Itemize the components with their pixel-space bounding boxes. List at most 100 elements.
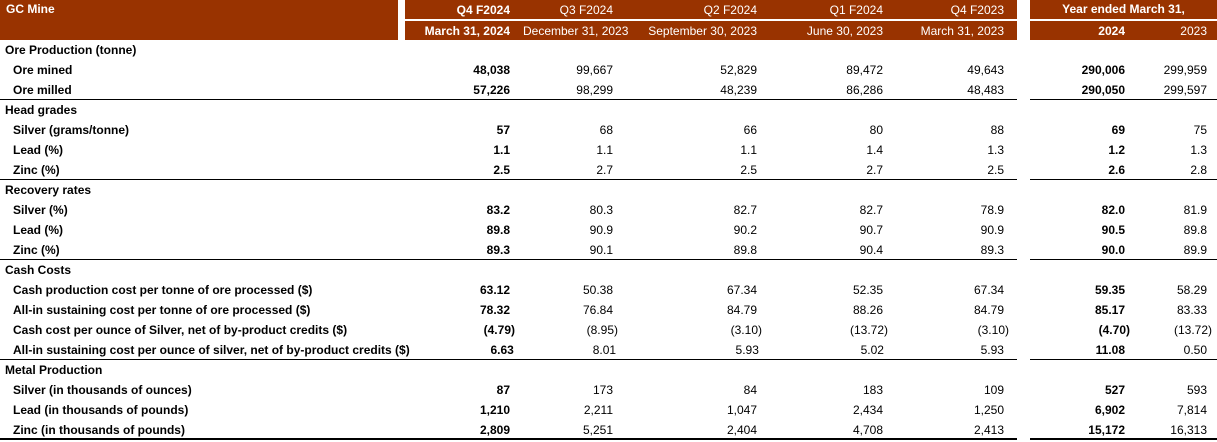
table-row: Lead (%) 1.1 1.1 1.1 1.4 1.3 1.2 1.3 bbox=[0, 140, 1217, 160]
year-cell: 90.0 bbox=[1101, 243, 1125, 257]
column-gap bbox=[1017, 220, 1030, 240]
column-gap bbox=[1017, 100, 1030, 120]
section-title: Ore Production (tonne) bbox=[5, 43, 137, 57]
column-gap bbox=[1017, 260, 1030, 280]
column-header-q1-f2024: Q1 F2024 bbox=[829, 2, 883, 17]
year-cell: 1.3 bbox=[1190, 143, 1207, 157]
year-cell: 89.8 bbox=[1183, 223, 1207, 237]
row-label: Silver (in thousands of ounces) bbox=[13, 383, 192, 397]
quarter-cell: 173 bbox=[592, 383, 613, 397]
table-row: Cash production cost per tonne of ore pr… bbox=[0, 280, 1217, 300]
year-cell: 85.17 bbox=[1094, 303, 1125, 317]
quarter-cell: 4,708 bbox=[852, 423, 883, 437]
column-date-march-31-2023: March 31, 2023 bbox=[920, 23, 1004, 38]
column-header-year-2023: 2023 bbox=[1180, 23, 1207, 38]
table-row: Ore milled 57,226 98,299 48,239 86,286 4… bbox=[0, 80, 1217, 100]
table-row: Lead (%) 89.8 90.9 90.2 90.7 90.9 90.5 8… bbox=[0, 220, 1217, 240]
quarter-cell: 2.5 bbox=[493, 163, 510, 177]
section-title: Metal Production bbox=[5, 363, 103, 377]
table-row: Lead (in thousands of pounds) 1,210 2,21… bbox=[0, 400, 1217, 420]
quarter-cell: 99,667 bbox=[576, 63, 613, 77]
quarter-cell: 2.5 bbox=[740, 163, 757, 177]
row-label: Cash production cost per tonne of ore pr… bbox=[13, 283, 313, 297]
quarter-cell: 90.1 bbox=[589, 243, 613, 257]
quarter-cell: 84 bbox=[743, 383, 757, 397]
year-cell: 299,597 bbox=[1163, 83, 1207, 97]
quarter-cell: 2,404 bbox=[726, 423, 757, 437]
quarter-cell: 5,251 bbox=[582, 423, 613, 437]
quarter-cell: 1,047 bbox=[726, 403, 757, 417]
row-label: Lead (%) bbox=[13, 143, 64, 157]
column-header-q4-f2023: Q4 F2023 bbox=[950, 2, 1004, 17]
column-date-december-31-2023: December 31, 2023 bbox=[523, 23, 629, 38]
row-label: Zinc (%) bbox=[13, 163, 60, 177]
quarter-cell: 87 bbox=[496, 383, 510, 397]
table-row: All-in sustaining cost per ounce of silv… bbox=[0, 340, 1217, 360]
section-header-row: Cash Costs bbox=[0, 260, 1217, 280]
quarter-cell: 86,286 bbox=[846, 83, 883, 97]
quarter-cell: 67.34 bbox=[726, 283, 757, 297]
date-header-row: March 31, 2024 December 31, 2023 Septemb… bbox=[405, 21, 1017, 40]
column-gap bbox=[1017, 240, 1030, 260]
column-gap bbox=[1017, 400, 1030, 420]
quarter-cell: 88 bbox=[990, 123, 1004, 137]
quarter-cell: (4.79) bbox=[483, 323, 515, 337]
quarter-cell: 2,211 bbox=[583, 403, 613, 417]
year-cell: 75 bbox=[1193, 123, 1207, 137]
quarter-cell: 57,226 bbox=[473, 83, 510, 97]
year-cell: 527 bbox=[1104, 383, 1125, 397]
table-row: Ore mined 48,038 99,667 52,829 89,472 49… bbox=[0, 60, 1217, 80]
quarter-cell: 2,413 bbox=[973, 423, 1004, 437]
year-cell: 16,313 bbox=[1170, 423, 1207, 437]
table-row: Silver (%) 83.2 80.3 82.7 82.7 78.9 82.0… bbox=[0, 200, 1217, 220]
section-title: Recovery rates bbox=[5, 183, 92, 197]
year-cell: 15,172 bbox=[1088, 423, 1125, 437]
quarter-cell: 49,643 bbox=[967, 63, 1004, 77]
column-gap bbox=[1017, 280, 1030, 300]
column-gap bbox=[1017, 340, 1030, 360]
year-cell: (4.70) bbox=[1098, 323, 1130, 337]
table-row: Zinc (%) 89.3 90.1 89.8 90.4 89.3 90.0 8… bbox=[0, 240, 1217, 260]
year-cell: 11.08 bbox=[1095, 343, 1125, 357]
section-header-row: Head grades bbox=[0, 100, 1217, 120]
table-header: GC Mine Q4 F2024 Q3 F2024 Q2 F2024 Q1 F2… bbox=[0, 0, 1217, 40]
year-cell: 290,050 bbox=[1081, 83, 1125, 97]
quarter-cell: 5.93 bbox=[980, 343, 1004, 357]
quarter-cell: 1,210 bbox=[479, 403, 510, 417]
quarter-cell: 8.01 bbox=[592, 343, 617, 357]
year-cell: 58.29 bbox=[1176, 283, 1207, 297]
quarter-cell: 1.1 bbox=[493, 143, 510, 157]
quarter-cell: 89.8 bbox=[733, 243, 757, 257]
column-gap bbox=[1017, 320, 1030, 340]
quarter-cell: 78.32 bbox=[479, 303, 510, 317]
quarter-cell: 89.8 bbox=[486, 223, 510, 237]
quarter-cell: 90.2 bbox=[733, 223, 757, 237]
section-title: Head grades bbox=[5, 103, 78, 117]
quarter-cell: (13.72) bbox=[849, 323, 888, 337]
quarter-cell: 66 bbox=[743, 123, 757, 137]
year-ended-group-header: Year ended March 31, bbox=[1030, 0, 1217, 19]
quarter-cell: 89.3 bbox=[980, 243, 1004, 257]
quarter-cell: 1.3 bbox=[987, 143, 1004, 157]
year-cell: 299,959 bbox=[1163, 63, 1207, 77]
row-label: All-in sustaining cost per ounce of silv… bbox=[13, 343, 410, 357]
table-title: GC Mine bbox=[6, 2, 55, 16]
column-gap bbox=[1017, 200, 1030, 220]
section-title: Cash Costs bbox=[5, 263, 72, 277]
column-gap bbox=[1017, 40, 1030, 60]
year-cell: 2.6 bbox=[1108, 163, 1125, 177]
table-row: Zinc (in thousands of pounds) 2,809 5,25… bbox=[0, 420, 1217, 440]
quarter-cell: 2,809 bbox=[479, 423, 510, 437]
quarter-cell: 84.79 bbox=[973, 303, 1004, 317]
quarter-cell: 76.84 bbox=[582, 303, 613, 317]
quarter-cell: 1.1 bbox=[740, 143, 757, 157]
year-cell: 83.33 bbox=[1176, 303, 1207, 317]
quarter-cell: 1.1 bbox=[596, 143, 613, 157]
column-gap bbox=[1017, 60, 1030, 80]
quarter-cell: 183 bbox=[862, 383, 883, 397]
row-label: Zinc (in thousands of pounds) bbox=[13, 423, 185, 437]
quarter-cell: 2.7 bbox=[866, 163, 883, 177]
year-cell: 59.35 bbox=[1094, 283, 1125, 297]
quarter-header-row: Q4 F2024 Q3 F2024 Q2 F2024 Q1 F2024 Q4 F… bbox=[405, 0, 1017, 19]
